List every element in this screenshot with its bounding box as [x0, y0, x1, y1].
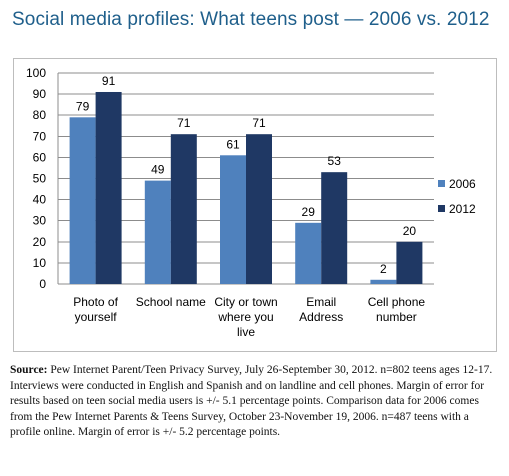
- data-label: 79: [76, 99, 90, 113]
- bar-2012-2: [246, 134, 272, 284]
- y-tick-label: 90: [33, 87, 47, 101]
- x-category-label: where you: [217, 310, 273, 324]
- bar-2012-4: [396, 241, 423, 284]
- data-label: 71: [177, 116, 191, 130]
- source-label: Source:: [10, 364, 48, 376]
- bar-2012-3: [321, 172, 348, 284]
- y-tick-label: 20: [33, 235, 47, 249]
- y-tick-label: 10: [33, 256, 47, 270]
- source-note: Source: Pew Internet Parent/Teen Privacy…: [10, 363, 502, 441]
- y-tick-label: 70: [33, 129, 47, 143]
- data-label: 29: [302, 205, 316, 219]
- y-tick-label: 100: [26, 66, 46, 80]
- y-tick-label: 0: [39, 277, 46, 291]
- x-category-label: yourself: [75, 310, 118, 324]
- bar-2006-1: [144, 180, 171, 284]
- data-label: 71: [252, 116, 266, 130]
- data-label: 20: [403, 224, 417, 238]
- source-text: Pew Internet Parent/Teen Privacy Survey,…: [10, 364, 493, 438]
- data-label: 49: [151, 163, 165, 177]
- legend-label: 2012: [449, 202, 476, 216]
- chart-title: Social media profiles: What teens post —…: [12, 9, 490, 30]
- bar-2006-2: [220, 155, 246, 284]
- y-tick-label: 50: [33, 172, 47, 186]
- x-category-label: live: [237, 325, 255, 339]
- x-category-label: number: [376, 310, 417, 324]
- x-category-label: Email: [306, 295, 336, 309]
- bar-2012-0: [95, 91, 122, 284]
- legend-swatch-2006: [438, 180, 445, 187]
- y-tick-label: 30: [33, 214, 47, 228]
- data-label: 61: [226, 137, 240, 151]
- chart-frame: 0 10 20 30 40 50 60 70 80 90 100 79 91 Photo of yourse…: [13, 58, 497, 352]
- bar-2006-0: [69, 117, 96, 284]
- data-label: 91: [102, 74, 116, 88]
- data-label: 53: [328, 154, 342, 168]
- bar-2012-1: [170, 134, 197, 284]
- x-category-label: School name: [136, 295, 206, 309]
- legend-swatch-2012: [438, 205, 445, 212]
- x-category-label: Cell phone: [368, 295, 426, 309]
- y-tick-label: 60: [33, 150, 47, 164]
- bar-2006-3: [295, 222, 322, 284]
- x-category-label: Photo of: [73, 295, 118, 309]
- x-category-label: City or town: [214, 295, 277, 309]
- legend-label: 2006: [449, 177, 476, 191]
- data-label: 2: [380, 262, 387, 276]
- bar-2006-4: [370, 279, 397, 284]
- y-tick-label: 40: [33, 193, 47, 207]
- y-tick-label: 80: [33, 108, 47, 122]
- x-category-label: Address: [299, 310, 343, 324]
- bar-chart: 0 10 20 30 40 50 60 70 80 90 100 79 91 Photo ofyourse…: [26, 66, 476, 339]
